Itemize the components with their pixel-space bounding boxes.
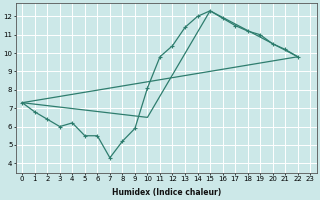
X-axis label: Humidex (Indice chaleur): Humidex (Indice chaleur): [112, 188, 221, 197]
